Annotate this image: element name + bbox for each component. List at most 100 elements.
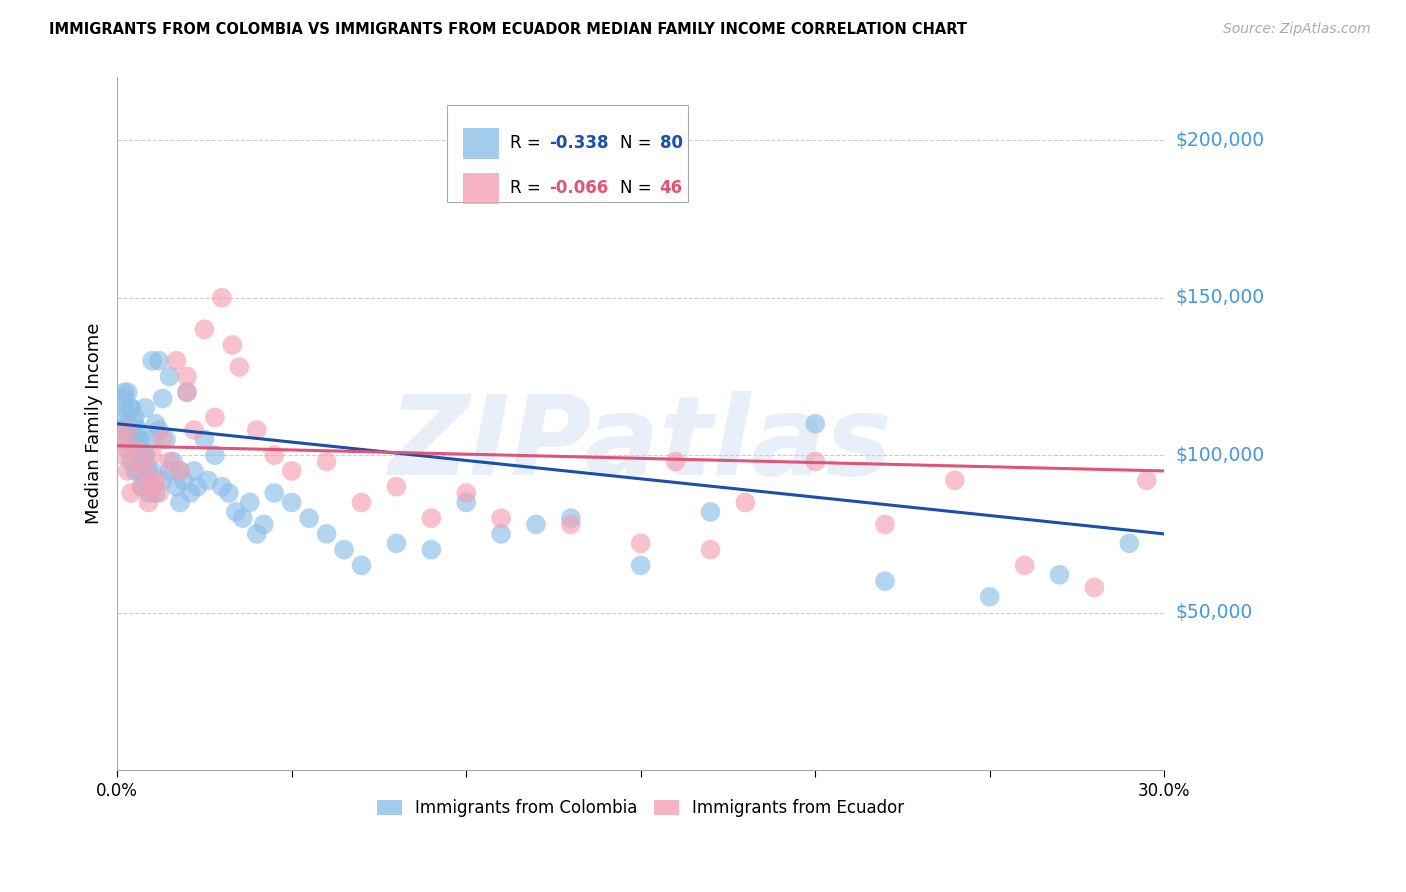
Point	[159, 369, 181, 384]
Point	[193, 433, 215, 447]
Point	[169, 464, 191, 478]
Text: 46: 46	[659, 179, 683, 197]
Point	[159, 464, 181, 478]
Point	[145, 417, 167, 431]
Point	[873, 574, 896, 588]
Point	[630, 536, 652, 550]
Point	[131, 454, 153, 468]
Point	[124, 442, 146, 456]
Point	[166, 353, 188, 368]
Point	[112, 433, 135, 447]
Point	[176, 369, 198, 384]
Point	[456, 495, 478, 509]
Point	[120, 454, 142, 468]
Point	[246, 527, 269, 541]
Point	[176, 385, 198, 400]
Point	[315, 454, 337, 468]
Point	[127, 454, 149, 468]
Text: R =: R =	[510, 134, 546, 153]
Point	[1136, 474, 1159, 488]
Point	[152, 392, 174, 406]
Point	[979, 590, 1001, 604]
Point	[110, 423, 132, 437]
Point	[315, 527, 337, 541]
Text: $150,000: $150,000	[1175, 288, 1264, 308]
Point	[124, 464, 146, 478]
Point	[120, 486, 142, 500]
Text: $200,000: $200,000	[1175, 131, 1264, 150]
Point	[665, 454, 688, 468]
Point	[1083, 581, 1105, 595]
Point	[138, 495, 160, 509]
Point	[524, 517, 547, 532]
Text: $100,000: $100,000	[1175, 446, 1264, 465]
Text: $50,000: $50,000	[1175, 603, 1253, 622]
Point	[630, 558, 652, 573]
Point	[155, 433, 177, 447]
Y-axis label: Median Family Income: Median Family Income	[86, 323, 103, 524]
Point	[211, 291, 233, 305]
Legend: Immigrants from Colombia, Immigrants from Ecuador: Immigrants from Colombia, Immigrants fro…	[370, 793, 911, 824]
Point	[110, 410, 132, 425]
Point	[120, 401, 142, 415]
Point	[141, 353, 163, 368]
Point	[204, 448, 226, 462]
Point	[176, 385, 198, 400]
Point	[124, 433, 146, 447]
Point	[117, 417, 139, 431]
Point	[186, 480, 208, 494]
Point	[420, 542, 443, 557]
Point	[699, 505, 721, 519]
Point	[173, 474, 195, 488]
Point	[218, 486, 240, 500]
Text: ZIPatlas: ZIPatlas	[389, 391, 893, 498]
Point	[117, 464, 139, 478]
Point	[134, 448, 156, 462]
Point	[489, 511, 512, 525]
Point	[183, 423, 205, 437]
Point	[112, 385, 135, 400]
Point	[124, 410, 146, 425]
Point	[120, 423, 142, 437]
Point	[141, 433, 163, 447]
Point	[253, 517, 276, 532]
Point	[420, 511, 443, 525]
Point	[131, 480, 153, 494]
Text: N =: N =	[620, 179, 657, 197]
Point	[385, 480, 408, 494]
Point	[148, 353, 170, 368]
Point	[159, 454, 181, 468]
Point	[112, 401, 135, 415]
Point	[298, 511, 321, 525]
Point	[350, 495, 373, 509]
Point	[134, 448, 156, 462]
Point	[1014, 558, 1036, 573]
Text: N =: N =	[620, 134, 657, 153]
Point	[131, 433, 153, 447]
FancyBboxPatch shape	[447, 105, 688, 202]
Text: IMMIGRANTS FROM COLOMBIA VS IMMIGRANTS FROM ECUADOR MEDIAN FAMILY INCOME CORRELA: IMMIGRANTS FROM COLOMBIA VS IMMIGRANTS F…	[49, 22, 967, 37]
Point	[127, 423, 149, 437]
Point	[134, 464, 156, 478]
Point	[117, 442, 139, 456]
Point	[204, 410, 226, 425]
Point	[1049, 567, 1071, 582]
Point	[162, 454, 184, 468]
Point	[225, 505, 247, 519]
Point	[333, 542, 356, 557]
Point	[120, 401, 142, 415]
Point	[489, 527, 512, 541]
Point	[1118, 536, 1140, 550]
Point	[169, 495, 191, 509]
Point	[145, 474, 167, 488]
Point	[873, 517, 896, 532]
Point	[138, 464, 160, 478]
Point	[134, 474, 156, 488]
Point	[456, 486, 478, 500]
Point	[804, 454, 827, 468]
Point	[385, 536, 408, 550]
FancyBboxPatch shape	[463, 128, 499, 159]
Point	[148, 423, 170, 437]
Point	[141, 448, 163, 462]
Point	[263, 486, 285, 500]
